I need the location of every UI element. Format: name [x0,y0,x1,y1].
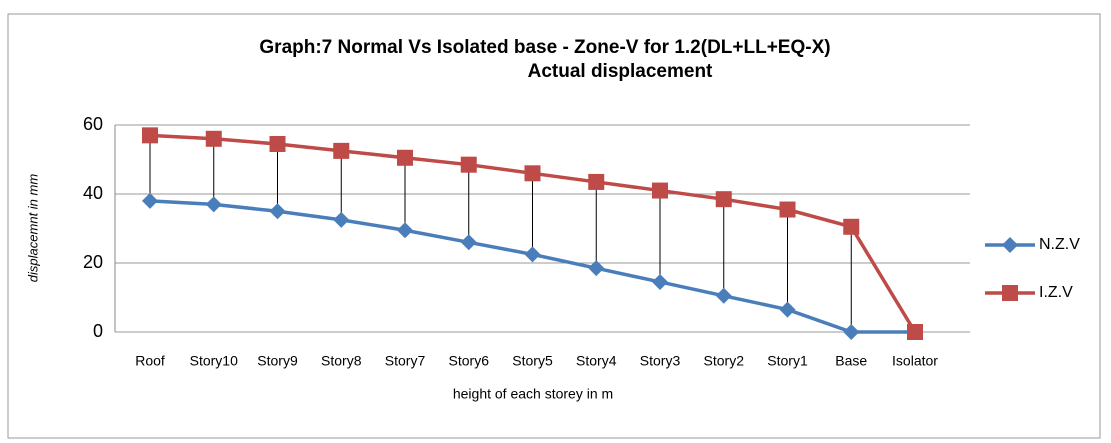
marker [460,234,477,251]
marker [142,192,158,209]
marker [333,142,350,159]
marker [907,324,923,340]
marker [269,135,286,152]
marker [524,165,541,182]
marker [269,203,286,220]
y-axis-label: displacemnt in mm [25,174,40,283]
marker [205,130,222,147]
chart-title: Graph:7 Normal Vs Isolated base - Zone-V… [259,37,830,58]
marker [843,324,860,340]
marker [779,201,796,218]
marker [524,246,541,263]
marker [588,173,605,190]
x-tick-label: Isolator [892,353,938,369]
legend-label: I.Z.V [1039,284,1073,301]
marker [843,218,860,235]
x-tick-label: Roof [135,353,165,369]
x-tick-label: Story1 [767,353,808,369]
marker [397,222,413,239]
marker [715,191,732,208]
x-tick-label: Story2 [704,353,745,369]
marker [779,301,796,318]
chart-frame [7,13,1101,439]
x-tick-label: Story5 [512,353,553,369]
y-tick-label: 20 [83,252,103,272]
marker [652,182,668,199]
marker [652,273,668,290]
x-tick-label: Base [835,353,867,369]
legend-label: N.Z.V [1039,236,1080,253]
marker [333,211,350,228]
y-tick-label: 60 [83,114,103,134]
marker [142,127,158,144]
x-axis-label: height of each storey in m [453,386,613,402]
x-tick-label: Story3 [640,353,681,369]
marker [588,260,605,277]
legend-marker [1002,285,1018,301]
x-tick-label: Story4 [576,353,617,369]
marker [715,287,732,304]
x-tick-label: Story6 [449,353,490,369]
y-tick-label: 0 [93,321,103,341]
x-tick-label: Story10 [190,353,238,369]
marker [460,156,477,173]
y-tick-label: 40 [83,183,103,203]
marker [205,196,222,213]
chart-title: Actual displacement [528,61,713,82]
x-tick-label: Story7 [385,353,426,369]
legend-marker [1002,237,1018,253]
x-tick-label: Story9 [257,353,298,369]
x-tick-label: Story8 [321,353,362,369]
marker [397,149,413,166]
